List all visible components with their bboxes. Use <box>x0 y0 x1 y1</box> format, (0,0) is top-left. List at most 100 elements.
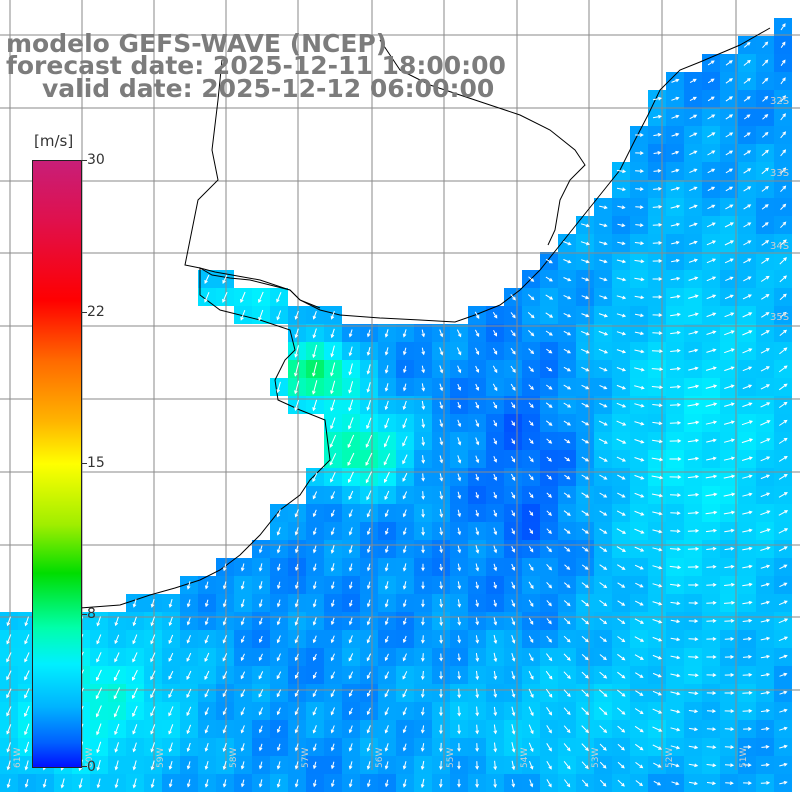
wind-arrow <box>348 399 354 412</box>
wind-arrow <box>511 420 515 427</box>
wind-arrow <box>670 330 681 335</box>
wind-arrow <box>240 707 246 716</box>
wind-arrow <box>168 779 173 788</box>
wind-arrow <box>366 653 372 662</box>
wind-arrow <box>348 707 353 716</box>
wind-arrow <box>96 616 101 627</box>
wind-arrow <box>186 581 191 590</box>
wind-arrow <box>652 403 663 408</box>
wind-arrow <box>761 745 770 749</box>
wind-arrow <box>706 258 717 264</box>
wind-arrow <box>687 384 700 389</box>
wind-arrow <box>670 745 681 750</box>
wind-arrow <box>528 563 534 572</box>
wind-arrow <box>546 492 552 498</box>
wind-arrow <box>743 240 752 246</box>
wind-arrow <box>132 724 138 735</box>
wind-arrow <box>439 779 443 788</box>
wind-arrow <box>421 635 425 644</box>
wind-arrow <box>563 420 572 426</box>
wind-arrow <box>725 96 733 102</box>
wind-arrow <box>276 545 281 554</box>
wind-arrow <box>742 474 753 479</box>
wind-arrow <box>258 309 264 321</box>
lon-label-53w: 53W <box>591 748 601 768</box>
wind-arrow <box>366 742 371 752</box>
wind-arrow <box>616 528 627 534</box>
wind-arrow <box>384 689 390 698</box>
wind-arrow <box>546 456 552 462</box>
wind-arrow <box>741 420 753 426</box>
wind-arrow <box>240 310 246 321</box>
wind-arrow <box>439 742 443 753</box>
wind-arrow <box>546 635 552 643</box>
wind-arrow <box>652 421 663 426</box>
wind-arrow <box>707 150 716 156</box>
wind-arrow <box>617 205 626 210</box>
wind-arrow <box>492 311 498 319</box>
wind-arrow <box>688 601 699 605</box>
wind-arrow <box>511 510 515 517</box>
wind-arrow <box>312 472 318 483</box>
wind-arrow <box>421 436 426 447</box>
wind-arrow <box>705 474 718 479</box>
wind-arrow <box>581 779 589 787</box>
wind-arrow <box>348 509 353 518</box>
wind-arrow <box>420 743 425 752</box>
wind-arrow <box>616 707 626 715</box>
wind-arrow <box>545 688 553 698</box>
wind-arrow <box>617 671 626 679</box>
wind-arrow <box>475 437 480 446</box>
wind-arrow <box>493 689 498 698</box>
wind-arrow <box>706 294 717 300</box>
wind-arrow <box>294 653 299 662</box>
wind-arrow <box>581 366 590 372</box>
wind-arrow <box>528 546 534 553</box>
wind-arrow <box>779 275 787 283</box>
wind-arrow <box>402 545 407 554</box>
wind-arrow <box>330 345 335 358</box>
wind-arrow <box>347 434 355 449</box>
wind-arrow <box>421 617 425 626</box>
wind-arrow <box>760 618 771 623</box>
wind-arrow <box>670 366 681 371</box>
wind-arrow <box>599 564 608 570</box>
wind-arrow <box>599 223 608 228</box>
wind-arrow <box>493 742 498 753</box>
wind-arrow <box>546 760 552 770</box>
wind-arrow <box>312 635 317 644</box>
wind-arrow <box>439 706 443 717</box>
wind-arrow <box>276 778 281 788</box>
wind-arrow <box>599 671 608 679</box>
wind-arrow <box>95 687 103 700</box>
wind-arrow <box>421 347 426 356</box>
wind-arrow <box>761 240 770 246</box>
wind-arrow <box>599 779 607 787</box>
wind-arrow <box>510 365 516 373</box>
wind-arrow <box>439 724 443 735</box>
wind-arrow <box>528 653 534 662</box>
river-border-line <box>184 59 321 309</box>
wind-arrow <box>669 421 682 425</box>
wind-arrow <box>779 401 788 409</box>
wind-arrow <box>385 527 389 535</box>
wind-arrow <box>616 402 627 408</box>
wind-arrow <box>366 545 371 554</box>
wind-arrow <box>330 779 335 788</box>
wind-arrow <box>493 581 497 590</box>
wind-arrow <box>168 706 174 717</box>
wind-arrow <box>475 563 480 572</box>
wind-arrow <box>186 742 191 753</box>
wind-arrow <box>168 616 173 627</box>
wind-arrow <box>669 475 682 479</box>
wind-arrow <box>780 131 787 139</box>
wind-arrow <box>222 725 227 734</box>
wind-arrow <box>294 527 299 536</box>
wind-arrow <box>780 167 787 175</box>
wind-arrow <box>564 438 571 444</box>
wind-arrow <box>617 492 626 498</box>
wind-arrow <box>402 671 408 680</box>
wind-arrow <box>724 240 735 246</box>
wind-arrow <box>222 653 228 662</box>
wind-arrow <box>546 600 552 607</box>
